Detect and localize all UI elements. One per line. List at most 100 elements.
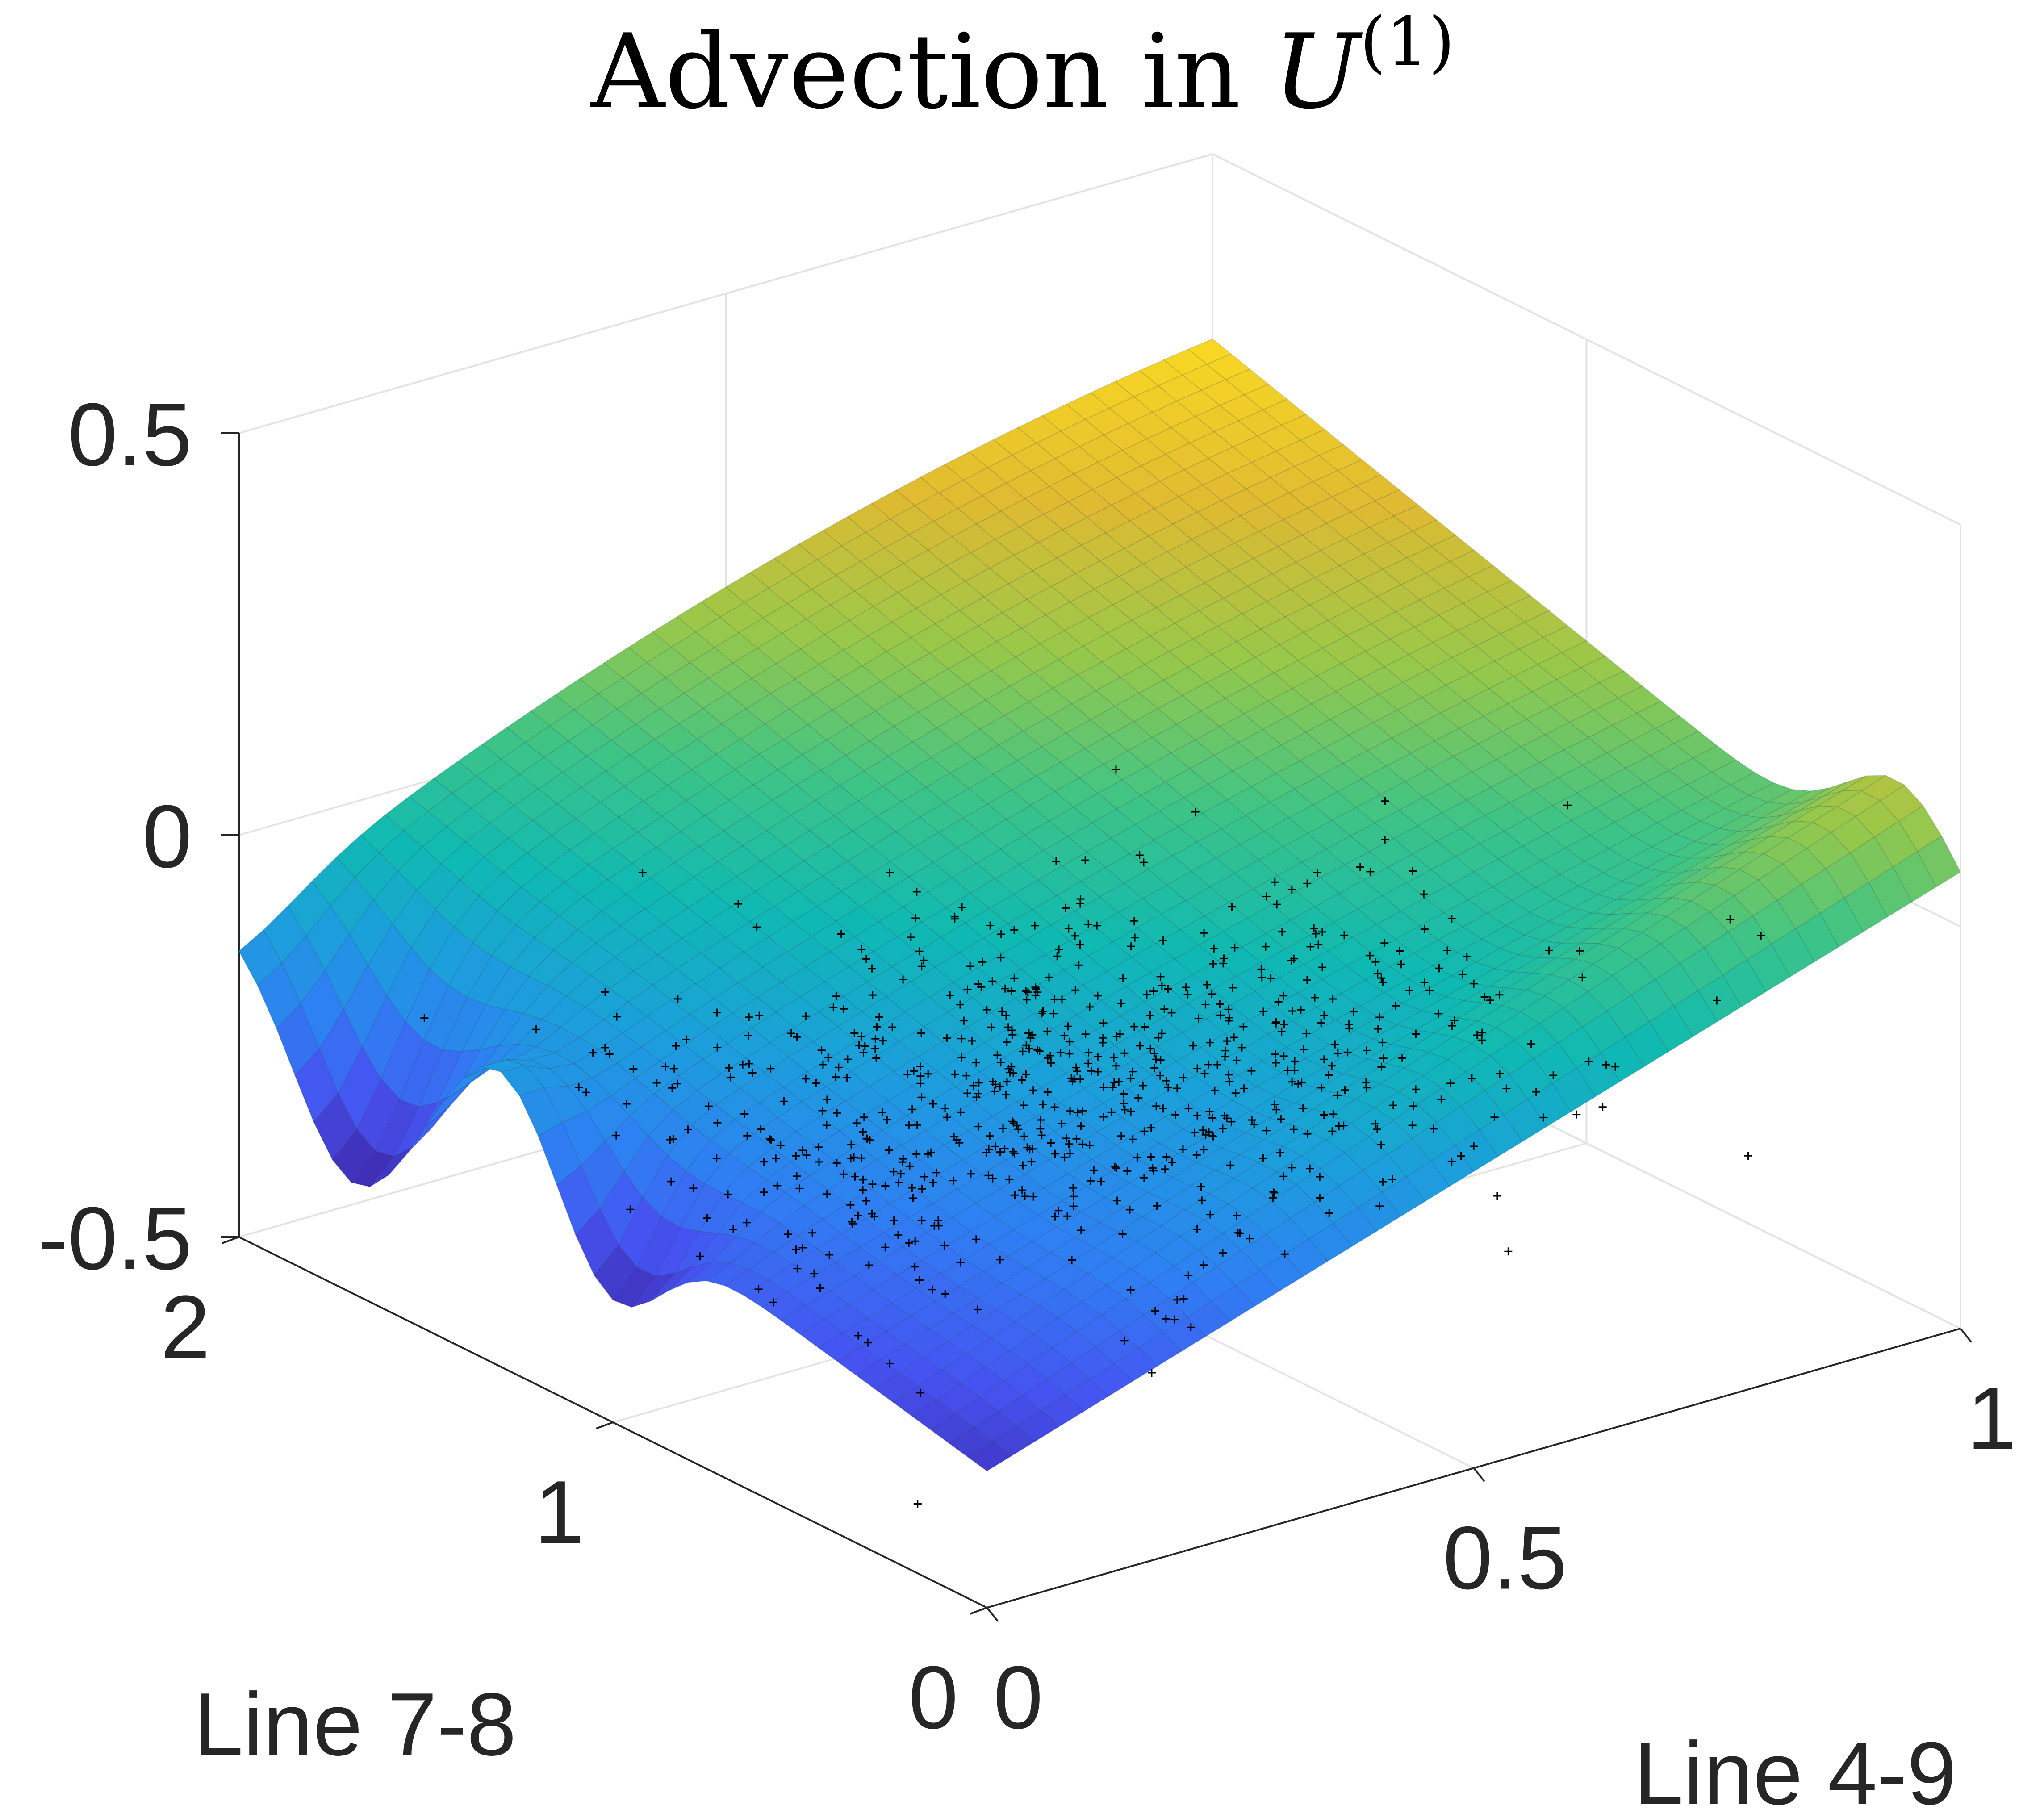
scatter-point <box>1329 995 1337 1003</box>
surface-patch <box>1329 1030 1374 1054</box>
scatter-point <box>1380 939 1389 947</box>
surface-patch <box>1300 429 1344 456</box>
surface-patch <box>1709 895 1753 932</box>
surface-patch <box>1208 770 1252 801</box>
scatter-point <box>1602 1061 1610 1069</box>
scatter-point <box>1545 946 1553 955</box>
surface-patch <box>1655 716 1700 744</box>
scatter-point <box>1065 1140 1073 1148</box>
surface-patch <box>872 1275 917 1304</box>
surface-patch <box>1410 740 1455 769</box>
surface-patch <box>1262 716 1307 746</box>
scatter-point <box>993 1051 1002 1059</box>
surface-patch <box>932 508 977 538</box>
scatter-point <box>1126 1074 1135 1083</box>
surface-patch <box>963 467 1007 496</box>
scatter-point <box>1179 1295 1188 1303</box>
surface-patch <box>1222 1217 1267 1251</box>
surface-patch <box>1043 836 1087 867</box>
surface-patch <box>1078 435 1123 463</box>
scatter-point <box>1375 1013 1384 1021</box>
scatter-point <box>950 912 959 921</box>
scatter-point <box>1071 986 1080 995</box>
scatter-point <box>1339 1121 1348 1130</box>
surface-patch <box>444 1066 488 1100</box>
scatter-point <box>1156 972 1165 981</box>
scatter-point <box>1022 987 1030 995</box>
scatter-point <box>832 1073 840 1081</box>
z-tick-label: 0.5 <box>68 385 192 485</box>
scatter-point <box>853 1119 861 1127</box>
scatter-point <box>1224 1005 1233 1014</box>
scatter-point <box>1094 1067 1102 1076</box>
surface-patch <box>547 962 591 997</box>
scatter-point <box>833 1109 841 1117</box>
surface-patch <box>1443 899 1488 928</box>
surface-patch <box>916 594 961 625</box>
surface-patch <box>1681 797 1726 822</box>
scatter-point <box>793 1172 801 1180</box>
scatter-point <box>1047 1059 1055 1067</box>
surface-patch <box>1758 863 1802 901</box>
scatter-point <box>1303 879 1312 888</box>
scatter-point <box>1248 1116 1256 1124</box>
scatter-point <box>905 1162 914 1170</box>
scatter-point <box>1024 1029 1033 1037</box>
scatter-point <box>802 1012 810 1020</box>
surface-patch <box>943 1130 988 1161</box>
scatter-point <box>1259 1154 1267 1162</box>
surface-patch <box>1313 791 1357 821</box>
scatter-point <box>988 1174 997 1183</box>
surface-patch <box>1007 570 1052 600</box>
scatter-point <box>967 1170 975 1178</box>
scatter-point <box>1267 974 1275 982</box>
scatter-point <box>787 1029 795 1037</box>
surface-patch <box>1121 1103 1166 1132</box>
surface-patch <box>908 521 953 551</box>
surface-patch <box>1113 1347 1158 1382</box>
chart-title-symbol: U <box>1273 13 1363 132</box>
scatter-point <box>977 983 986 991</box>
scatter-point <box>1272 1059 1280 1067</box>
surface-patch <box>1782 848 1827 885</box>
scatter-point <box>1161 1165 1169 1173</box>
scatter-point <box>865 1261 873 1269</box>
scatter-point <box>1318 928 1326 936</box>
surface-patch <box>940 581 985 611</box>
scatter-point <box>875 1013 883 1021</box>
surface-patch <box>807 1056 852 1087</box>
scatter-point <box>916 1062 924 1071</box>
surface-patch <box>1264 817 1308 847</box>
scatter-point <box>1470 1142 1478 1150</box>
scatter-point <box>998 1007 1006 1016</box>
scatter-point <box>1726 915 1735 924</box>
scatter-point <box>696 1252 704 1261</box>
scatter-point <box>859 1128 867 1136</box>
scatter-point <box>1311 993 1319 1002</box>
scatter-point <box>1025 1044 1033 1053</box>
scatter-point <box>1066 1107 1074 1115</box>
surface-patch <box>837 665 882 696</box>
scatter-point <box>766 1064 775 1073</box>
scatter-point <box>1299 1104 1307 1112</box>
scatter-point <box>1377 1141 1385 1149</box>
scatter-point <box>1278 928 1286 936</box>
surface-patch <box>1056 545 1101 574</box>
scatter-point <box>1317 1019 1325 1027</box>
y-tick-label: 2 <box>160 1277 210 1377</box>
surface-patch <box>1137 579 1181 608</box>
scatter-point <box>673 995 682 1003</box>
surface-patch <box>1556 667 1601 695</box>
surface-patch <box>990 998 1035 1028</box>
surface-patch <box>1157 374 1202 402</box>
scatter-point <box>1043 1027 1052 1036</box>
surface-patch <box>1768 821 1814 839</box>
surface-patch <box>1112 591 1157 621</box>
scatter-point <box>767 1136 775 1144</box>
scatter-point <box>1239 1023 1248 1031</box>
scatter-point <box>626 1205 635 1214</box>
scatter-point <box>1152 1055 1160 1064</box>
scatter-point <box>1002 1011 1010 1020</box>
surface-patch <box>1233 1162 1278 1189</box>
surface-patch <box>1181 682 1226 712</box>
